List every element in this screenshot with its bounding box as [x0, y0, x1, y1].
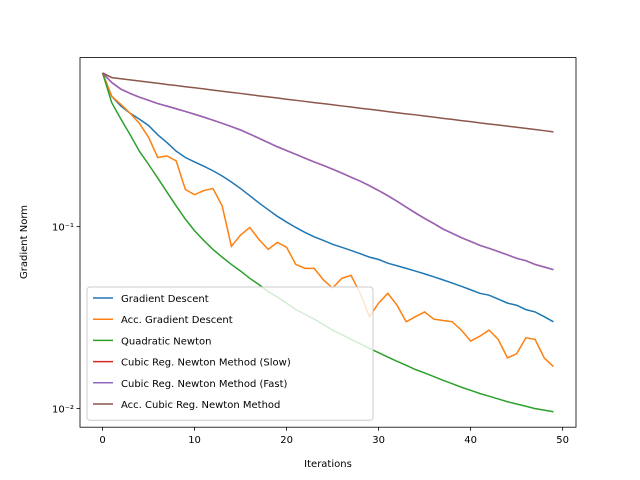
series-line	[101, 72, 554, 323]
series-line	[102, 72, 554, 133]
legend-label: Acc. Cubic Reg. Newton Method	[121, 400, 280, 411]
legend-label: Cubic Reg. Newton Method (Fast)	[121, 379, 288, 390]
legend-label: Cubic Reg. Newton Method (Slow)	[121, 358, 291, 369]
x-axis-label: Iterations	[304, 459, 352, 470]
y-tick-label: 10⁻¹	[52, 223, 74, 234]
legend-label: Quadratic Newton	[121, 336, 212, 347]
legend-label: Acc. Gradient Descent	[121, 315, 233, 326]
plot-frame	[79, 57, 577, 428]
x-tick-label: 40	[464, 435, 477, 446]
legend-box	[86, 286, 374, 421]
x-tick-label: 20	[280, 435, 293, 446]
series-line	[101, 72, 554, 368]
x-tick-label: 50	[556, 435, 569, 446]
x-tick-label: 0	[99, 435, 105, 446]
legend: Gradient Descent Acc. Gradient Descent Qua…	[86, 286, 374, 421]
x-tick-label: 10	[188, 435, 201, 446]
legend-label: Gradient Descent	[121, 294, 209, 305]
y-axis-label: Gradient Norm	[19, 205, 30, 279]
x-tick-label: 30	[372, 435, 385, 446]
y-tick-label: 10⁻²	[52, 405, 74, 416]
series-line	[102, 72, 554, 271]
